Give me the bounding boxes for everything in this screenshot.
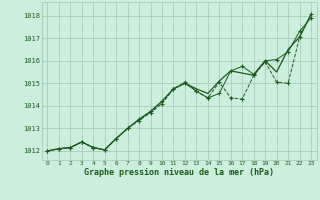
X-axis label: Graphe pression niveau de la mer (hPa): Graphe pression niveau de la mer (hPa) (84, 168, 274, 177)
